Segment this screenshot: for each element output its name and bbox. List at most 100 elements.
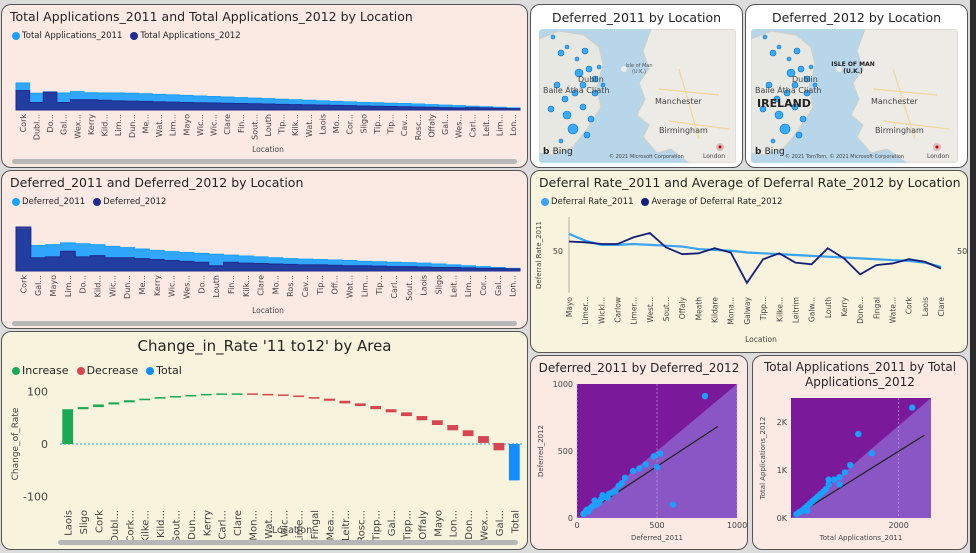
total-apps-scatter-chart: 2000 0K 1K 2K Total Applications_2011 Total A… [759, 398, 931, 542]
map-copyright: © 2021 Microsoft Corporation [609, 154, 684, 160]
map-bubble [783, 89, 791, 97]
x-tick-label: Tip... [387, 114, 396, 135]
total-applications-tile[interactable]: Total Applications_2011 and Total Applic… [1, 4, 528, 168]
scatter-point [847, 462, 854, 469]
waterfall-bar [247, 393, 258, 395]
x-tick-label: Lim... [464, 275, 473, 297]
x-tick-label: Total [510, 510, 521, 534]
deferred-2011-map-tile[interactable]: Deferred_2011 by Location Isle of Man (U… [530, 4, 743, 168]
bing-label: Bing [552, 147, 573, 157]
map-bubble [553, 81, 561, 89]
y-tick-label: 2K [777, 418, 788, 427]
scatter-point [855, 430, 862, 438]
deferred-area-tile[interactable]: Deferred_2011 and Deferred_2012 by Locat… [1, 170, 528, 329]
map-bubble [591, 75, 599, 83]
x-tick-label: Tip... [278, 114, 287, 135]
map-label-manchester: Manchester [871, 97, 918, 106]
x-tick-label: Mayo [49, 275, 58, 297]
x-tick-label: Galway [743, 296, 752, 324]
x-tick-label: 0 [574, 521, 579, 530]
deferred-2011-map-title: Deferred_2011 by Location [551, 10, 722, 25]
horizontal-scrollbar[interactable] [12, 159, 517, 164]
x-tick-label: Lon... [509, 114, 518, 136]
x-tick-label: Kilke... [775, 297, 784, 322]
x-tick-label: Carl... [218, 510, 229, 540]
deferral-rate-tile[interactable]: Deferral Rate_2011 and Average of Deferr… [530, 170, 968, 353]
x-tick-label: Me... [141, 114, 150, 133]
x-tick-label: Lim... [64, 275, 73, 297]
map-bubbles [547, 34, 606, 144]
x-tick-label: Kerry [87, 114, 96, 135]
deferred-2012-map-tile[interactable]: Deferred_2012 by Location ISLE OF MAN (U… [745, 4, 968, 168]
change-in-rate-tile[interactable]: Change_in_Rate '11 to12' by Area Increas… [1, 331, 528, 550]
x-tick-label: Wes... [182, 275, 191, 299]
x-tick-label: Louth [264, 114, 273, 137]
map-bubble [774, 110, 784, 120]
x-tick-label: Gal... [441, 114, 450, 135]
waterfall-bar [370, 406, 382, 410]
x-tick-label: Kilk... [242, 275, 251, 297]
x-axis-title: Location [272, 525, 312, 536]
x-tick-label: Carlow [614, 297, 623, 323]
x-tick-label: Sligo [434, 275, 443, 295]
legend-label: Deferred_2012 [103, 197, 167, 207]
x-tick-label: Fin... [237, 114, 246, 133]
map-bubble [762, 34, 768, 40]
x-tick-label: Lon... [509, 275, 518, 297]
map-canvas [751, 29, 958, 163]
y-axis-title: Deferral Rate_2011 [535, 221, 543, 289]
x-tick-label: Offaly [678, 296, 687, 319]
bing-logo: b Bing [543, 147, 573, 157]
scatter-point [669, 501, 677, 508]
y-tick-label: -100 [23, 491, 48, 504]
deferred-2012-map[interactable]: ISLE OF MAN (U.K.) Dublin Baile Átha Cli… [751, 29, 958, 163]
x-tick-label: Laois [921, 297, 930, 316]
deferred-scatter-tile[interactable]: Deferred_2011 by Deferred_2012 0 500 1000 0… [530, 355, 748, 550]
map-bubble [795, 131, 803, 139]
x-tick-label: Wes... [455, 114, 464, 138]
map-bubble [583, 131, 591, 139]
map-bubble [797, 65, 805, 73]
x-tick-label: Louth [212, 275, 221, 298]
deferred-area-title: Deferred_2011 and Deferred_2012 by Locat… [10, 175, 304, 190]
y-tick-label: 1000 [553, 380, 573, 389]
deferred-2012-map-title: Deferred_2012 by Location [771, 10, 942, 25]
x-tick-label: Mayo [565, 297, 574, 318]
horizontal-scrollbar[interactable] [12, 321, 517, 326]
deferred-scatter-title: Deferred_2011 by Deferred_2012 [538, 361, 740, 375]
scatter-point [615, 482, 622, 490]
map-bubble [564, 44, 570, 50]
x-tick-label: Cor... [479, 275, 488, 296]
map-bubble [808, 64, 814, 70]
x-tick-label: Kilke... [141, 510, 152, 543]
map-bubble [567, 123, 579, 135]
x-tick-label: Dubl... [110, 510, 121, 543]
bing-icon: b [543, 147, 550, 157]
map-bubble [562, 110, 572, 120]
total-apps-scatter-tile[interactable]: Total Applications_2011 by Total Applica… [752, 355, 968, 550]
map-bubble [776, 44, 782, 50]
waterfall-bar [62, 409, 74, 444]
scatter-point [793, 510, 800, 518]
deferred-2011-map[interactable]: Isle of Man (U.K.) Dublin Baile Átha Cli… [539, 29, 736, 163]
x-tick-label: Offaly [418, 510, 429, 540]
x-tick-label: Tip... [375, 275, 384, 296]
map-bubble [791, 81, 799, 89]
map-label-dublin: Dublin [792, 75, 818, 84]
scatter-point [830, 476, 838, 483]
map-label-birmingham: Birmingham [875, 126, 924, 135]
x-tick-label: Laois [420, 275, 429, 296]
scatter-point [836, 481, 843, 488]
x-tick-label: Carl... [468, 114, 477, 138]
map-bubble [581, 47, 589, 55]
waterfall-bar [324, 398, 335, 401]
legend-label: Total [156, 364, 182, 377]
horizontal-scrollbar[interactable] [58, 540, 518, 545]
x-tick-label: Kild... [101, 114, 110, 136]
x-tick-label: Limer... [630, 297, 639, 325]
map-bubble [779, 123, 791, 135]
waterfall-bar [447, 425, 459, 431]
x-tick-label: Wate... [888, 297, 897, 323]
waterfall-bar [431, 420, 443, 426]
x-tick-label: Rosc... [356, 510, 367, 543]
